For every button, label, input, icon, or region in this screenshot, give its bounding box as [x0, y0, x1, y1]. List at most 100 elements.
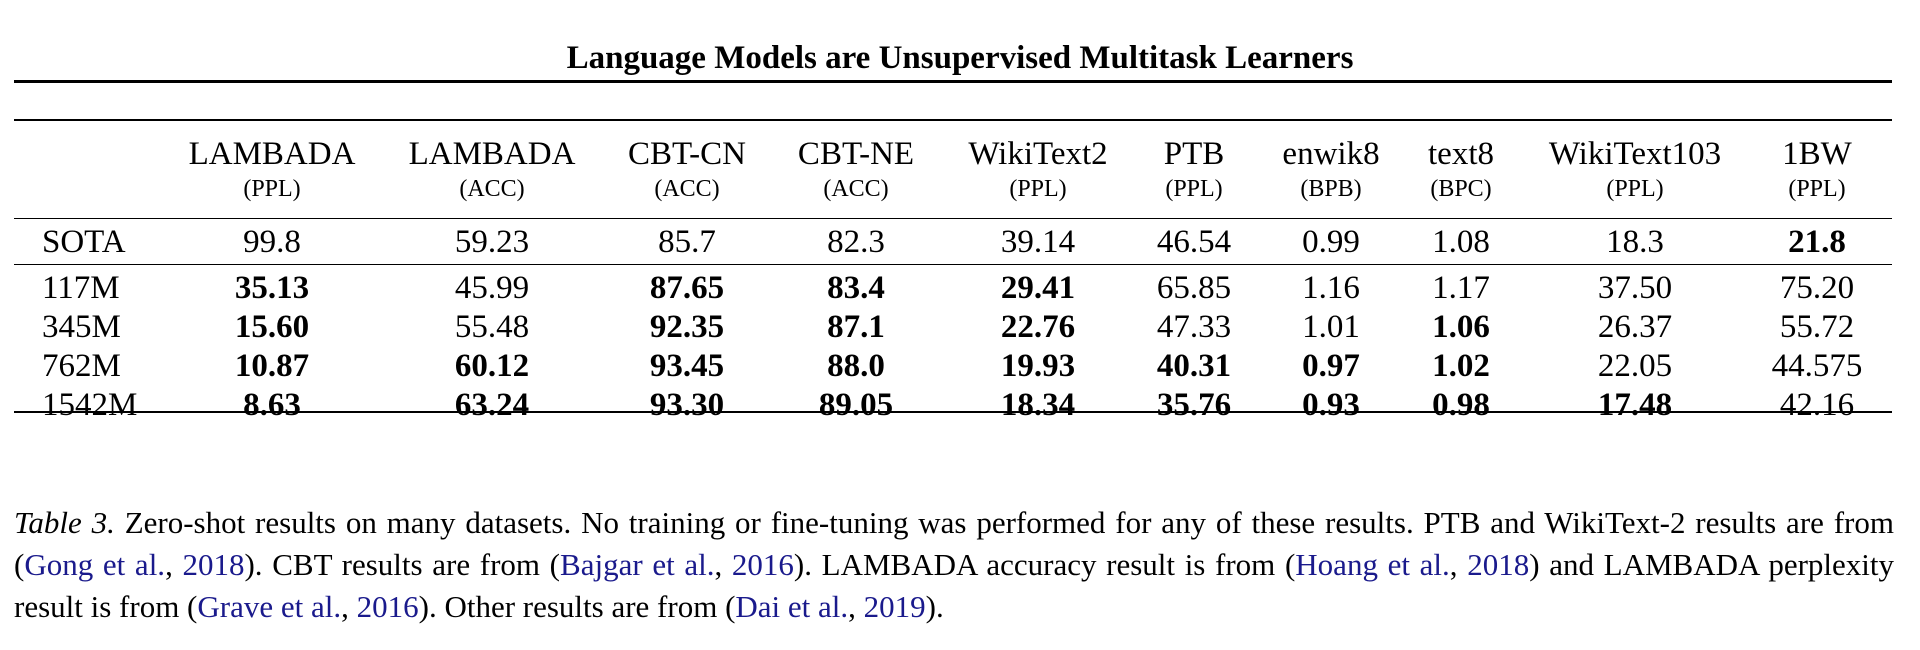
caption-text-3: ). LAMBADA accuracy result is from ( — [793, 547, 1296, 582]
model-value: 26.37 — [1597, 309, 1673, 345]
table-top-rule — [14, 119, 1892, 121]
model-value: 44.575 — [1771, 348, 1863, 384]
model-value: 37.50 — [1597, 270, 1673, 306]
citation-hoang-year[interactable]: 2018 — [1467, 547, 1530, 582]
column-header-name: LAMBADA — [188, 136, 356, 172]
sota-value: 1.08 — [1432, 224, 1490, 260]
citation-gong-author[interactable]: Gong et al. — [24, 547, 166, 582]
sota-value: 0.99 — [1302, 224, 1360, 260]
column-header-name: enwik8 — [1282, 136, 1380, 172]
caption-text-1: Zero-shot results on many datasets. No t… — [14, 505, 1894, 582]
citation-hoang-author[interactable]: Hoang et al. — [1295, 547, 1450, 582]
model-value: 35.13 — [234, 270, 310, 306]
model-value: 55.48 — [454, 309, 530, 345]
caption-text-2: ). CBT results are from ( — [244, 547, 561, 582]
model-value: 60.12 — [454, 348, 530, 384]
model-value: 1.17 — [1432, 270, 1490, 306]
sota-value: 21.8 — [1788, 224, 1846, 260]
model-value: 87.1 — [827, 309, 885, 345]
model-value: 63.24 — [454, 387, 530, 423]
sota-value: 85.7 — [658, 224, 716, 260]
column-header-unit: (PPL) — [1606, 176, 1664, 202]
model-value: 93.45 — [649, 348, 725, 384]
column-header-unit: (BPB) — [1300, 176, 1362, 202]
sota-value: 82.3 — [827, 224, 885, 260]
column-header-unit: (ACC) — [459, 176, 525, 202]
model-value: 1.02 — [1432, 348, 1490, 384]
column-header-name: CBT-CN — [628, 136, 746, 172]
table-bottom-rule — [14, 411, 1892, 413]
table-caption: Table 3. Zero-shot results on many datas… — [14, 505, 1894, 624]
model-value: 40.31 — [1156, 348, 1232, 384]
model-value: 93.30 — [649, 387, 725, 423]
model-value: 0.98 — [1432, 387, 1490, 423]
title-rule — [14, 80, 1892, 83]
model-value: 0.93 — [1302, 387, 1360, 423]
model-value: 8.63 — [243, 387, 301, 423]
model-value: 35.76 — [1156, 387, 1232, 423]
citation-dai-author[interactable]: Dai et al. — [735, 589, 849, 624]
column-header-unit: (PPL) — [1009, 176, 1067, 202]
column-header-unit: (ACC) — [823, 176, 889, 202]
sota-value: 46.54 — [1156, 224, 1232, 260]
sota-value: 59.23 — [454, 224, 530, 260]
model-value: 18.34 — [1000, 387, 1076, 423]
model-value: 45.99 — [454, 270, 530, 306]
citation-grave-year[interactable]: 2016 — [356, 589, 419, 624]
model-value: 0.97 — [1302, 348, 1360, 384]
model-value: 29.41 — [1000, 270, 1076, 306]
column-header-name: 1BW — [1782, 136, 1852, 172]
row-label-model: 117M — [42, 270, 120, 306]
citation-dai-year[interactable]: 2019 — [863, 589, 926, 624]
model-value: 89.05 — [818, 387, 894, 423]
sota-value: 39.14 — [1000, 224, 1076, 260]
sota-rule — [14, 264, 1892, 265]
column-header-unit: (ACC) — [654, 176, 720, 202]
column-header-name: WikiText103 — [1548, 136, 1722, 172]
column-header-unit: (PPL) — [243, 176, 301, 202]
sota-value: 18.3 — [1606, 224, 1664, 260]
model-value: 65.85 — [1156, 270, 1232, 306]
model-value: 1.16 — [1302, 270, 1360, 306]
models-block: 117M 35.13 45.99 87.65 83.4 29.41 65.85 1.16 1.1… — [14, 265, 1892, 423]
model-value: 92.35 — [649, 309, 725, 345]
model-value: 22.05 — [1597, 348, 1673, 384]
results-table: LAMBADA (PPL) LAMBADA (ACC) CBT-CN (ACC) CBT-N… — [14, 119, 1892, 423]
model-value: 1.01 — [1302, 309, 1360, 345]
model-value: 87.65 — [649, 270, 725, 306]
column-header-name: WikiText2 — [968, 136, 1108, 172]
column-header-unit: (PPL) — [1165, 176, 1223, 202]
sota-row: SOTA 99.8 59.23 85.7 82.3 39.14 46.54 0.99 1.08 1… — [14, 219, 1892, 264]
page-title: Language Models are Unsupervised Multita… — [566, 40, 1354, 76]
citation-grave-author[interactable]: Grave et al. — [197, 589, 342, 624]
model-value: 47.33 — [1156, 309, 1232, 345]
model-value: 15.60 — [234, 309, 310, 345]
row-label-model: 345M — [42, 309, 121, 345]
row-label-sota: SOTA — [42, 224, 126, 260]
column-header-name: PTB — [1163, 136, 1225, 172]
header-row: LAMBADA (PPL) LAMBADA (ACC) CBT-CN (ACC) CBT-N… — [14, 121, 1892, 218]
caption-label: Table 3. — [14, 505, 115, 540]
model-value: 55.72 — [1779, 309, 1855, 345]
column-header-name: CBT-NE — [797, 136, 915, 172]
model-value: 42.16 — [1779, 387, 1855, 423]
citation-bajgar-year[interactable]: 2016 — [731, 547, 794, 582]
model-value: 1.06 — [1432, 309, 1490, 345]
caption-text-4: ) and LAMBADA perplexity result is from … — [14, 547, 1894, 624]
model-value: 22.76 — [1000, 309, 1076, 345]
model-value: 83.4 — [827, 270, 885, 306]
model-value: 10.87 — [234, 348, 310, 384]
citation-gong-year[interactable]: 2018 — [182, 547, 245, 582]
column-header-unit: (PPL) — [1788, 176, 1846, 202]
citation-bajgar-author[interactable]: Bajgar et al. — [560, 547, 715, 582]
row-label-model: 762M — [42, 348, 121, 384]
model-value: 75.20 — [1779, 270, 1855, 306]
column-header-name: text8 — [1428, 136, 1494, 172]
column-header-unit: (BPC) — [1430, 176, 1492, 202]
model-value: 88.0 — [827, 348, 885, 384]
row-label-model: 1542M — [42, 387, 138, 423]
column-header-name: LAMBADA — [408, 136, 576, 172]
model-value: 19.93 — [1000, 348, 1076, 384]
caption-text-6: ). — [925, 589, 944, 624]
model-value: 17.48 — [1597, 387, 1673, 423]
